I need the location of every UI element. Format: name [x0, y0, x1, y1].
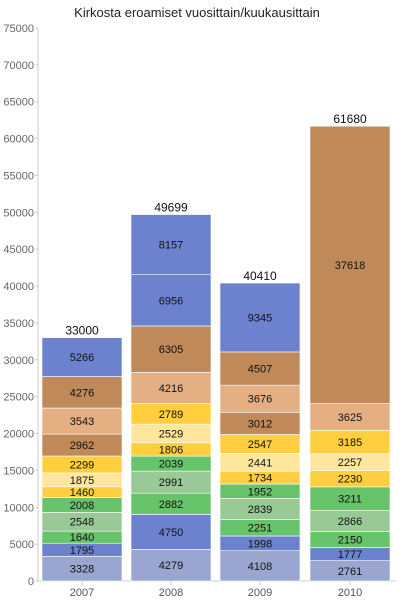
- segment-value-label: 1952: [248, 486, 272, 498]
- y-tick-label: 10000: [3, 502, 34, 514]
- y-tick-label: 60000: [3, 134, 34, 146]
- segment-value-label: 4108: [248, 561, 272, 573]
- bar-segment: [130, 325, 212, 373]
- segment-value-label: 3211: [338, 494, 362, 506]
- segment-value-label: 9345: [248, 312, 272, 324]
- bar-segment: [130, 274, 212, 327]
- bar-segment: [41, 556, 123, 582]
- segment-value-label: 3625: [338, 412, 362, 424]
- segment-value-label: 3185: [338, 437, 362, 449]
- y-tick-label: 15000: [3, 465, 34, 477]
- segment-value-label: 2441: [248, 457, 272, 469]
- segment-value-label: 2548: [70, 517, 94, 529]
- x-tick-label: 2007: [70, 587, 94, 599]
- segment-value-label: 3012: [248, 418, 272, 430]
- segment-value-label: 1875: [70, 475, 94, 487]
- bar-segment: [309, 403, 391, 431]
- segment-value-label: 8157: [159, 240, 183, 252]
- bars-layer: [41, 125, 391, 582]
- segment-value-label: 4279: [159, 560, 183, 572]
- y-tick-label: 40000: [3, 281, 34, 293]
- y-tick-label: 50000: [3, 207, 34, 219]
- bar-segment: [130, 372, 212, 404]
- x-tick-label: 2009: [248, 587, 272, 599]
- segment-value-label: 2008: [70, 500, 94, 512]
- y-tick-label: 55000: [3, 170, 34, 182]
- y-tick-label: 5000: [10, 539, 34, 551]
- bar-segment: [219, 282, 301, 353]
- y-tick-label: 75000: [3, 23, 34, 35]
- segment-value-label: 37618: [335, 260, 366, 272]
- bar-total-label: 40410: [243, 269, 277, 283]
- segment-value-label: 2866: [338, 516, 362, 528]
- bar-total-label: 49699: [154, 201, 188, 215]
- segment-value-label: 2882: [159, 499, 183, 511]
- segment-value-label: 2761: [338, 566, 362, 578]
- segment-value-label: 5266: [70, 352, 94, 364]
- y-tick-label: 20000: [3, 429, 34, 441]
- chart-title: Kirkosta eroamiset vuosittain/kuukausitt…: [74, 5, 320, 20]
- segment-value-label: 1998: [248, 538, 272, 550]
- bar-total-label: 33000: [65, 324, 99, 338]
- y-tick-label: 45000: [3, 244, 34, 256]
- y-tick-label: 30000: [3, 355, 34, 367]
- y-tick-label: 70000: [3, 60, 34, 72]
- bar-segment: [219, 550, 301, 582]
- bar-segment: [219, 351, 301, 386]
- segment-value-label: 2299: [70, 459, 94, 471]
- bar-segment: [130, 214, 212, 275]
- bar-total-label: 61680: [333, 112, 367, 126]
- axis-layer: 0 5000 10000 15000 20000 25000 30000 35000 40000…: [3, 23, 396, 599]
- bar-segment: [130, 549, 212, 582]
- segment-value-label: 3676: [248, 394, 272, 406]
- segment-value-label: 1795: [70, 545, 94, 557]
- segment-value-label: 6956: [159, 295, 183, 307]
- segment-value-label: 2839: [248, 504, 272, 516]
- bar-segment: [309, 125, 391, 404]
- bar-segment: [41, 337, 123, 377]
- segment-value-label: 4750: [159, 527, 183, 539]
- segment-value-label: 1777: [338, 549, 362, 561]
- segment-value-label: 2257: [338, 457, 362, 469]
- segment-value-label: 2547: [248, 439, 272, 451]
- segment-value-label: 4507: [248, 364, 272, 376]
- segment-value-label: 4216: [159, 383, 183, 395]
- segment-value-label: 6305: [159, 344, 183, 356]
- y-tick-label: 65000: [3, 97, 34, 109]
- segment-value-label: 1806: [159, 444, 183, 456]
- segment-value-label: 2962: [70, 440, 94, 452]
- segment-value-label: 3543: [70, 416, 94, 428]
- y-tick-label: 0: [28, 576, 34, 588]
- segment-value-label: 1640: [70, 532, 94, 544]
- segment-value-label: 2230: [338, 474, 362, 486]
- segment-value-label: 2529: [159, 428, 183, 440]
- segment-value-label: 1460: [70, 487, 94, 499]
- segment-value-label: 2039: [159, 459, 183, 471]
- segment-value-label: 2789: [159, 409, 183, 421]
- y-tick-label: 25000: [3, 392, 34, 404]
- bar-segment: [219, 384, 301, 413]
- segment-value-label: 3328: [70, 564, 94, 576]
- bar-segment: [130, 514, 212, 550]
- x-tick-label: 2010: [338, 587, 362, 599]
- bar-segment: [41, 407, 123, 435]
- segment-value-label: 2150: [338, 535, 362, 547]
- bar-segment: [41, 376, 123, 409]
- y-tick-label: 35000: [3, 318, 34, 330]
- segment-value-label: 1734: [248, 473, 272, 485]
- segment-value-label: 2251: [248, 523, 272, 535]
- x-tick-label: 2008: [159, 587, 183, 599]
- segment-value-label: 2991: [159, 477, 183, 489]
- segment-value-label: 4276: [70, 387, 94, 399]
